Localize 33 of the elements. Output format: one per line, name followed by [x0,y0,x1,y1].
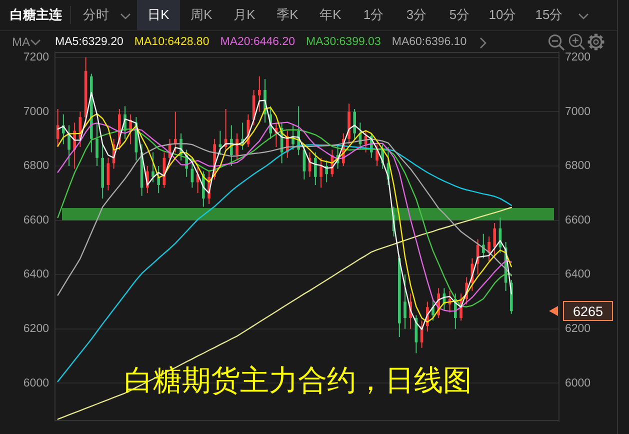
text: MA20:6446.20 [220,35,296,50]
text: 3分 [406,7,427,22]
text: 15分 [535,7,563,22]
y-tick-label: 6600 [23,214,49,226]
text: MA10:6428.80 [134,35,210,50]
selected-tab: 日K [137,0,180,30]
text: 分时 [83,7,109,22]
text: 季K [276,7,298,22]
text: MA30:6399.03 [306,35,381,50]
y-tick-label: 6400 [23,268,49,281]
legend-title: MA [12,34,30,51]
price-tag: 6265 [563,301,613,322]
y2-tick-label: 6800 [565,160,591,172]
y-tick-label: 6800 [23,160,49,172]
text: MA5:6329.20 [55,35,124,50]
y2-tick-label: 6400 [565,268,591,281]
y2-tick-label: 6600 [565,214,591,226]
text: 5分 [449,7,470,22]
y2-tick-label: 6000 [565,377,591,390]
y2-tick-label: 6200 [565,322,591,335]
text: 周K [190,7,212,22]
y-tick-label: 7200 [23,52,49,64]
chart-title: 白糖主连 [10,6,62,24]
y-tick-label: 7000 [23,106,49,118]
text: 月K [234,7,256,22]
y2-tick-label: 7200 [565,52,591,64]
text: 1分 [363,7,384,22]
text: 年K [320,7,342,22]
y-tick-label: 6000 [23,377,49,390]
text: 10分 [488,7,516,22]
y-tick-label: 6200 [23,322,49,335]
text: MA60:6396.10 [392,35,467,50]
y2-tick-label: 7000 [565,106,591,118]
